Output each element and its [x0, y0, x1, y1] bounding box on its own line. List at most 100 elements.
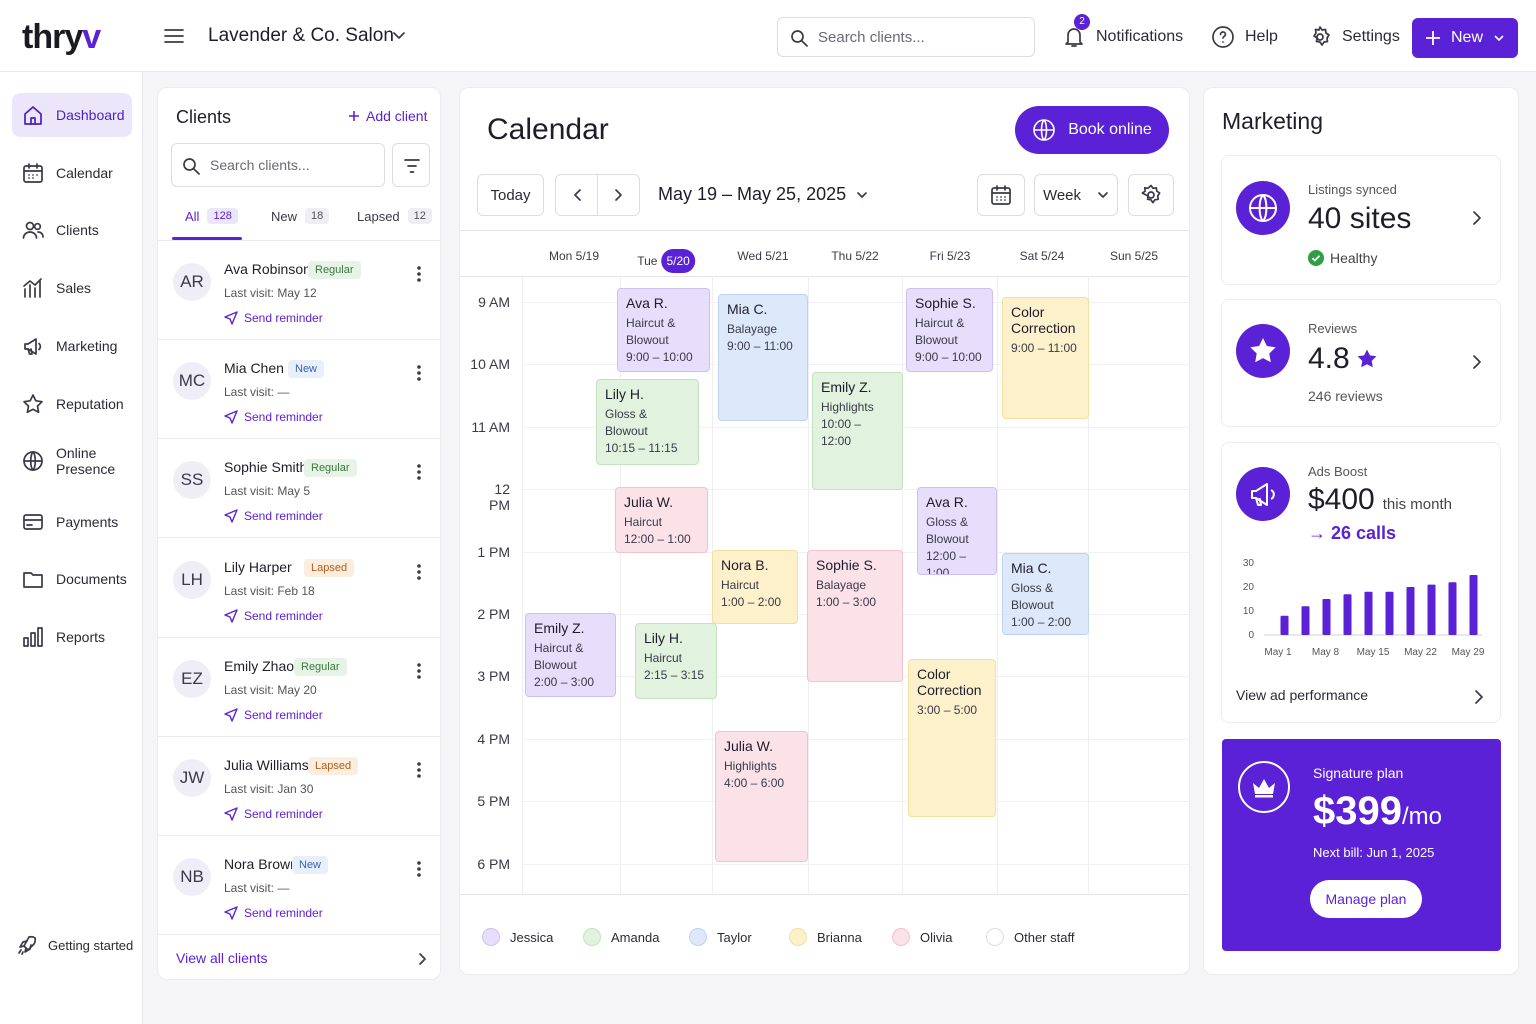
sidebar-item-reports[interactable]: Reports [12, 615, 132, 659]
sidebar-item-sales[interactable]: Sales [12, 266, 132, 310]
top-search-box[interactable] [777, 17, 1035, 57]
view-ad-performance-link[interactable]: View ad performance [1236, 687, 1369, 703]
view-all-clients-link[interactable]: View all clients [176, 950, 268, 966]
client-name[interactable]: Lily Harper [224, 558, 292, 575]
more-options-icon[interactable] [416, 364, 422, 382]
appointment-block[interactable]: Mia C. Balayage 9:00 – 11:00 [718, 294, 808, 421]
new-button[interactable]: New [1412, 18, 1518, 58]
legend-item[interactable]: Jessica [482, 928, 553, 946]
appointment-block[interactable]: Lily H. Gloss & Blowout 10:15 – 11:15 [596, 379, 699, 465]
chevron-right-icon[interactable] [1474, 689, 1484, 705]
book-online-button[interactable]: Book online [1015, 106, 1169, 154]
more-options-icon[interactable] [416, 860, 422, 878]
appointment-block[interactable]: Color Correction 3:00 – 5:00 [908, 659, 996, 817]
day-header[interactable]: Tue 5/20 [637, 249, 695, 273]
sidebar-item-payments[interactable]: Payments [12, 500, 132, 544]
date-range-picker[interactable]: May 19 – May 25, 2025 [658, 184, 868, 205]
client-row[interactable]: NB Nora Brown New Last visit: — Send reminde… [158, 836, 440, 936]
more-options-icon[interactable] [416, 761, 422, 779]
tab-all[interactable]: All 128 [185, 208, 238, 224]
appointment-block[interactable]: Nora B. Haircut 1:00 – 2:00 [712, 550, 798, 624]
send-reminder-link[interactable]: Send reminder [224, 906, 323, 920]
appointment-block[interactable]: Ava R. Haircut & Blowout 9:00 – 10:00 [617, 288, 710, 372]
send-reminder-link[interactable]: Send reminder [224, 609, 323, 623]
legend-item[interactable]: Amanda [583, 928, 659, 946]
send-reminder-link[interactable]: Send reminder [224, 807, 323, 821]
business-name[interactable]: Lavender & Co. Salon [208, 25, 394, 46]
more-options-icon[interactable] [416, 563, 422, 581]
appointment-block[interactable]: Emily Z. Haircut & Blowout 2:00 – 3:00 [525, 613, 616, 697]
client-row[interactable]: EZ Emily Zhao Regular Last visit: May 20 Sen… [158, 638, 440, 737]
client-name[interactable]: Sophie Smith [224, 459, 308, 476]
settings-button[interactable]: Settings [1308, 22, 1400, 52]
send-reminder-link[interactable]: Send reminder [224, 410, 323, 424]
sidebar-item-reputation[interactable]: Reputation [12, 382, 132, 426]
filter-button[interactable] [392, 143, 430, 187]
client-row[interactable]: LH Lily Harper Lapsed Last visit: Feb 18 Sen… [158, 539, 440, 638]
chevron-right-icon[interactable] [418, 952, 428, 966]
more-options-icon[interactable] [416, 265, 422, 283]
date-picker-button[interactable] [977, 174, 1025, 216]
tab-lapsed[interactable]: Lapsed 12 [357, 208, 432, 224]
client-name[interactable]: Ava Robinson [224, 261, 311, 277]
appointment-block[interactable]: Julia W. Highlights 4:00 – 6:00 [715, 731, 808, 862]
sidebar-item-calendar[interactable]: Calendar [12, 151, 132, 195]
chevron-down-icon[interactable] [392, 30, 406, 42]
appointment-block[interactable]: Emily Z. Highlights 10:00 – 12:00 [812, 372, 903, 490]
legend-item[interactable]: Other staff [986, 928, 1074, 946]
appointment-block[interactable]: Mia C. Gloss & Blowout 1:00 – 2:00 [1002, 553, 1089, 635]
calendar-settings-button[interactable] [1128, 174, 1174, 216]
notifications-button[interactable]: Notifications [1062, 22, 1183, 52]
client-name[interactable]: Julia Williams [224, 757, 309, 773]
client-row[interactable]: SS Sophie Smith Regular Last visit: May 5 Se… [158, 439, 440, 539]
day-header[interactable]: Mon 5/19 [549, 249, 599, 263]
appointment-block[interactable]: Color Correction 9:00 – 11:00 [1002, 297, 1089, 419]
appointment-block[interactable]: Lily H. Haircut 2:15 – 3:15 [635, 623, 717, 699]
sidebar-item-documents[interactable]: Documents [12, 557, 132, 601]
chevron-right-icon[interactable] [1472, 210, 1482, 226]
view-select[interactable]: Week [1034, 174, 1118, 216]
sidebar-item-marketing[interactable]: Marketing [12, 324, 132, 368]
day-header[interactable]: Thu 5/22 [831, 249, 878, 263]
send-reminder-link[interactable]: Send reminder [224, 311, 323, 325]
client-row[interactable]: AR Ava Robinson Regular Last visit: May 12 S… [158, 241, 440, 340]
client-row[interactable]: JW Julia Williams Lapsed Last visit: Jan 30… [158, 737, 440, 836]
appointment-block[interactable]: Ava R. Gloss & Blowout 12:00 – 1:00 [917, 487, 997, 575]
appointment-block[interactable]: Julia W. Haircut 12:00 – 1:00 [615, 487, 708, 553]
day-header[interactable]: Sat 5/24 [1020, 249, 1065, 263]
day-header[interactable]: Fri 5/23 [930, 249, 971, 263]
sidebar-item-clients[interactable]: Clients [12, 208, 132, 252]
legend-item[interactable]: Olivia [892, 928, 953, 946]
client-row[interactable]: MC Mia Chen New Last visit: — Send reminder [158, 340, 440, 440]
more-options-icon[interactable] [416, 463, 422, 481]
next-week-button[interactable] [597, 174, 640, 216]
top-search-input[interactable] [818, 18, 1018, 56]
tab-new[interactable]: New 18 [271, 208, 330, 224]
send-reminder-link[interactable]: Send reminder [224, 509, 323, 523]
today-button[interactable]: Today [477, 174, 544, 216]
thryv-logo[interactable]: thryv [22, 18, 101, 56]
sidebar-item-online-presence[interactable]: Online Presence [12, 439, 132, 483]
appointment-block[interactable]: Sophie S. Haircut & Blowout 9:00 – 10:00 [906, 288, 993, 372]
listings-card[interactable]: Listings synced 40 sites Healthy [1221, 155, 1501, 285]
send-reminder-link[interactable]: Send reminder [224, 708, 323, 722]
getting-started-link[interactable]: Getting started [16, 934, 133, 956]
sidebar-item-dashboard[interactable]: Dashboard [12, 93, 132, 137]
help-button[interactable]: Help [1211, 22, 1278, 52]
client-name[interactable]: Nora Brown [224, 856, 298, 873]
legend-item[interactable]: Taylor [689, 928, 752, 946]
appointment-block[interactable]: Sophie S. Balayage 1:00 – 3:00 [807, 550, 903, 682]
day-header[interactable]: Sun 5/25 [1110, 249, 1158, 263]
reviews-card[interactable]: Reviews 4.8 246 reviews [1221, 299, 1501, 427]
client-search-box[interactable] [171, 143, 385, 187]
add-client-button[interactable]: Add client [348, 108, 427, 124]
manage-plan-button[interactable]: Manage plan [1310, 880, 1422, 918]
day-header[interactable]: Wed 5/21 [737, 249, 788, 263]
more-options-icon[interactable] [416, 662, 422, 680]
menu-icon[interactable] [164, 27, 184, 45]
client-name[interactable]: Emily Zhao [224, 657, 295, 674]
prev-week-button[interactable] [555, 174, 598, 216]
chevron-right-icon[interactable] [1472, 354, 1482, 370]
client-name[interactable]: Mia Chen [224, 360, 284, 377]
legend-item[interactable]: Brianna [789, 928, 862, 946]
